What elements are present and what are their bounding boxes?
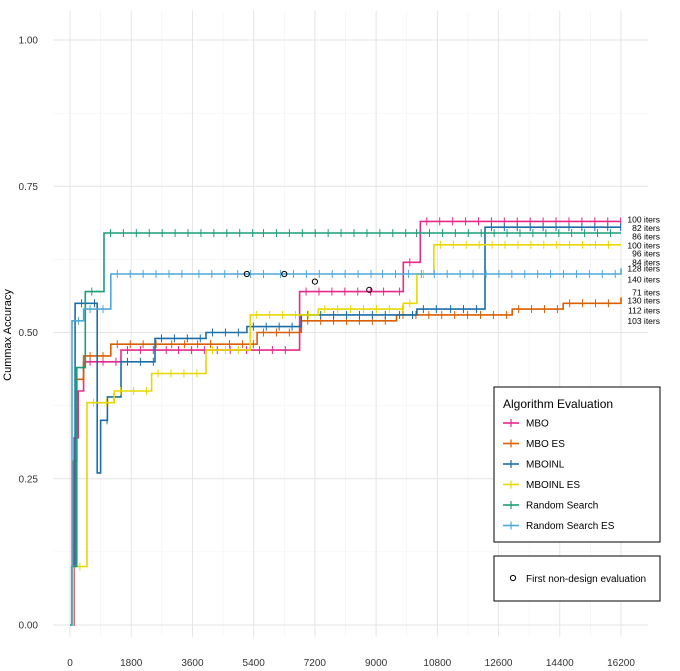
y-tick-label: 0.25 [19,474,39,485]
first-nondesign-marker [243,270,250,278]
legend-items: MBO MBO ES MBOINL MBOINL ES Random Search Ran… [503,419,615,532]
y-tick-labels: 0.00 0.25 0.50 0.75 1.00 [19,36,39,632]
series-line [70,244,621,626]
marker-legend-box [493,555,661,602]
x-tick-label: 9000 [365,658,388,669]
first-nondesign-marker [366,286,373,293]
legend-label: Random Search ES [526,521,615,532]
series-mboinl-es [70,240,621,626]
legend-label: MBO [526,419,549,430]
first-nondesign-marker [281,270,288,278]
end-label: 100 iters [627,215,660,225]
legend-label: Random Search [526,501,598,512]
first-nondesign-points [243,270,373,293]
x-tick-label: 7200 [304,658,327,669]
x-tick-labels: 0 1800 3600 5400 7200 9000 10800 12600 14400 1620… [67,658,635,669]
legend-title: Algorithm Evaluation [503,397,613,411]
marker-legend-label: First non-design evaluation [526,574,646,585]
legend-item: Random Search [503,501,598,512]
end-label: 84 iters [632,257,660,267]
x-tick-label: 3600 [181,658,204,669]
legend-label: MBOINL ES [526,480,580,491]
legend-label: MBO ES [526,439,565,450]
end-label: 112 iters [628,305,660,315]
end-label: 100 iters [627,240,660,250]
end-label: 96 iters [632,249,660,259]
legend-item: Random Search ES [503,521,615,532]
series-layer [70,217,622,626]
end-label: 130 iters [627,295,660,305]
y-tick-label: 0.50 [19,328,39,339]
x-tick-label: 1800 [120,658,143,669]
end-label: 71 iters [632,288,660,298]
end-label: 128 iters [627,264,660,274]
first-nondesign-marker [311,278,318,285]
legend-label: MBOINL [526,460,565,471]
series-line [70,268,622,626]
y-tick-label: 1.00 [19,36,39,47]
x-tick-label: 0 [67,658,73,669]
series-random-search-es [70,268,622,626]
end-label: 82 iters [632,223,660,233]
legend-item: MBO [503,419,549,430]
y-tick-label: 0.00 [19,621,39,632]
series-line [70,226,621,626]
marker-legend: First non-design evaluation [493,555,661,602]
legend-item: MBOINL [503,460,565,471]
end-label: 86 iters [632,232,660,242]
legend-item: MBO ES [503,439,565,450]
end-label: 103 iters [627,316,660,326]
x-tick-label: 10800 [423,658,451,669]
legend: Algorithm Evaluation MBO MBO ES MBOINL MBOI… [493,386,661,543]
y-axis-title: Cummax Accuracy [2,289,14,381]
end-label: 140 iters [627,274,660,284]
x-tick-label: 16200 [607,658,635,669]
x-tick-label: 14400 [546,658,574,669]
x-tick-label: 5400 [243,658,266,669]
y-tick-label: 0.75 [19,182,39,193]
legend-box [493,386,661,543]
x-tick-label: 12600 [485,658,513,669]
marker-legend-symbol [509,574,517,582]
legend-item: MBOINL ES [503,480,580,491]
